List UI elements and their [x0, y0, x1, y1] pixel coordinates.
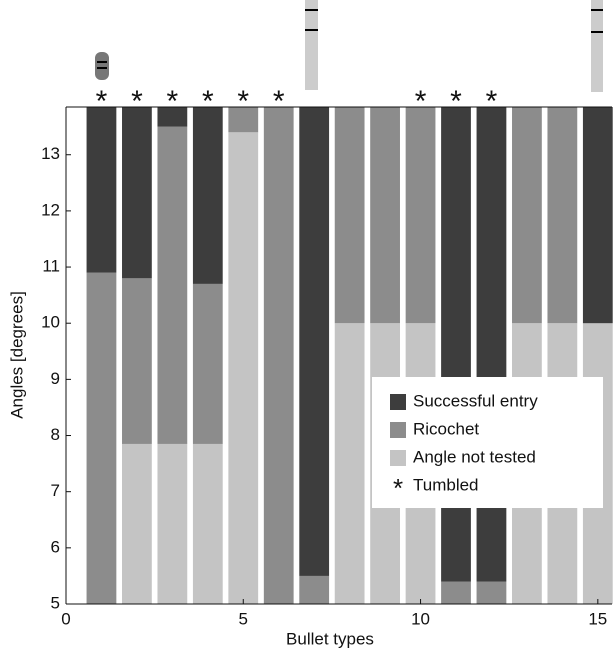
x-axis-label: Bullet types — [286, 629, 374, 648]
tumbled-marker: * — [450, 85, 462, 118]
bar-segment — [335, 323, 365, 604]
bar-segment — [193, 107, 223, 284]
tumbled-marker: * — [237, 85, 249, 118]
tumbled-marker: * — [167, 85, 179, 118]
bar-segment — [122, 444, 152, 604]
bar-segment — [122, 107, 152, 278]
legend-swatch — [390, 422, 406, 438]
bar-segment — [299, 107, 329, 576]
legend-swatch — [390, 450, 406, 466]
bar-segment — [228, 132, 258, 604]
x-tick-label: 10 — [411, 609, 430, 628]
bar-segment — [87, 107, 117, 273]
bar-segment — [512, 107, 542, 323]
bar-segment — [157, 444, 187, 604]
bar-segment — [406, 107, 436, 323]
y-tick-label: 10 — [41, 313, 60, 332]
bar-segment — [335, 107, 365, 323]
bar-segment — [193, 284, 223, 444]
tumbled-marker: * — [131, 85, 143, 118]
legend: Successful entry Ricochet Angle not tested… — [372, 377, 603, 508]
x-tick-label: 15 — [588, 609, 607, 628]
y-tick-label: 6 — [51, 537, 60, 556]
x-tick-label: 0 — [61, 609, 70, 628]
bar-segment — [122, 278, 152, 444]
bar-segment — [547, 107, 577, 323]
bar-segment — [264, 107, 294, 604]
tumbled-marker: * — [486, 85, 498, 118]
tumbled-marker: * — [415, 85, 427, 118]
x-tick-label: 5 — [239, 609, 248, 628]
bar-segment — [193, 444, 223, 604]
bar-segment — [157, 127, 187, 444]
bar-segment — [370, 107, 400, 323]
y-tick-label: 8 — [51, 425, 60, 444]
y-tick-label: 9 — [51, 369, 60, 388]
bar-segment — [441, 582, 471, 604]
bar-segment — [299, 576, 329, 604]
legend-label: Angle not tested — [413, 447, 536, 466]
legend-label: Ricochet — [413, 419, 479, 438]
y-tick-label: 12 — [41, 200, 60, 219]
legend-swatch — [390, 394, 406, 410]
y-tick-label: 13 — [41, 144, 60, 163]
tumbled-marker: * — [202, 85, 214, 118]
bar-segment — [477, 107, 507, 582]
legend-marker: * — [393, 473, 403, 503]
bar-segment — [87, 273, 117, 604]
chart: Bullet types Angles [degrees] * * * * * * * * * 5… — [0, 0, 613, 657]
legend-label: Tumbled — [413, 475, 479, 494]
y-tick-label: 5 — [51, 593, 60, 612]
y-axis-label: Angles [degrees] — [7, 291, 26, 419]
y-tick-label: 11 — [42, 257, 60, 276]
legend-label: Successful entry — [413, 391, 538, 410]
tumbled-marker: * — [96, 85, 108, 118]
tumbled-marker: * — [273, 85, 285, 118]
bar-segment — [583, 107, 613, 323]
y-tick-label: 7 — [51, 481, 60, 500]
bar-segment — [441, 107, 471, 582]
bullet-icons — [95, 0, 603, 92]
bar-segment — [477, 582, 507, 604]
